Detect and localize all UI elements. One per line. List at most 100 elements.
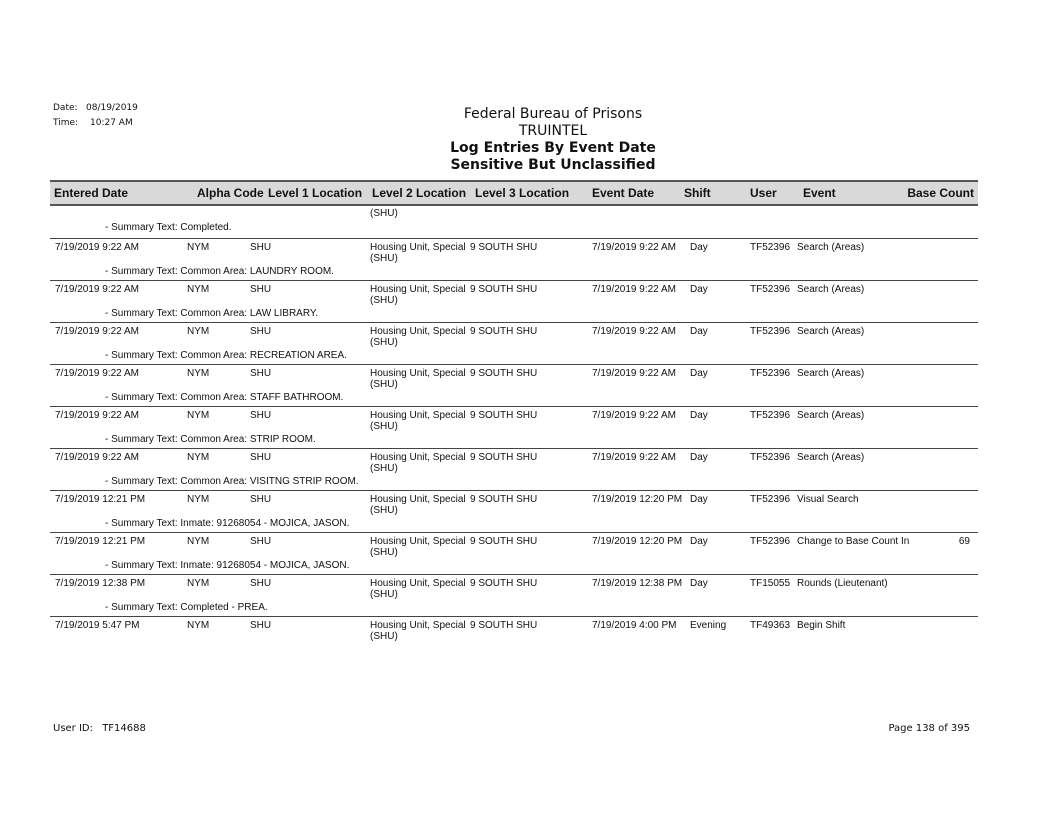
log-entry: 7/19/2019 9:22 AM NYM SHU Housing Unit, Spe… bbox=[50, 364, 978, 406]
log-entry: 7/19/2019 9:22 AM NYM SHU Housing Unit, Spe… bbox=[50, 406, 978, 448]
cell-entered: 7/19/2019 9:22 AM bbox=[55, 452, 139, 463]
cell-l1: SHU bbox=[250, 494, 272, 505]
cell-event: Change to Base Count In bbox=[797, 536, 910, 547]
cell-l2: Housing Unit, Special (SHU) bbox=[370, 536, 466, 558]
cell-event: Visual Search bbox=[797, 494, 859, 505]
report-title: Log Entries By Event Date bbox=[450, 140, 656, 156]
cell-event-date: 7/19/2019 12:38 PM bbox=[592, 578, 683, 589]
cell-l3: 9 SOUTH SHU bbox=[470, 326, 538, 337]
cell-event-date: 7/19/2019 9:22 AM bbox=[592, 326, 676, 337]
summary-text: - Summary Text: Common Area: LAUNDRY ROO… bbox=[105, 266, 334, 277]
col-event-date: Event Date bbox=[592, 186, 655, 200]
cell-event: Begin Shift bbox=[797, 620, 846, 631]
col-level2: Level 2 Location bbox=[372, 186, 467, 200]
cell-l3: 9 SOUTH SHU bbox=[470, 578, 538, 589]
col-level1: Level 1 Location bbox=[268, 186, 363, 200]
cell-l1: SHU bbox=[250, 284, 272, 295]
cell-l2: Housing Unit, Special (SHU) bbox=[370, 452, 466, 474]
cell-user: TF49363 bbox=[750, 620, 791, 631]
cell-event-date: 7/19/2019 12:20 PM bbox=[592, 536, 683, 547]
log-entry: 7/19/2019 9:22 AM NYM SHU Housing Unit, Spe… bbox=[50, 280, 978, 322]
cell-entered: 7/19/2019 9:22 AM bbox=[55, 410, 139, 421]
table-row: 7/19/2019 5:47 PM NYM SHU Housing Unit, Spe… bbox=[50, 616, 978, 644]
cell-l3: 9 SOUTH SHU bbox=[470, 452, 538, 463]
cell-entered: 7/19/2019 9:22 AM bbox=[55, 368, 139, 379]
table-header: Entered Date Alpha Code Level 1 Location… bbox=[50, 180, 978, 206]
cell-l2: Housing Unit, Special (SHU) bbox=[370, 242, 466, 264]
table-row: 7/19/2019 9:22 AM NYM SHU Housing Unit, Spe… bbox=[50, 280, 978, 308]
col-base-count: Base Count bbox=[907, 186, 974, 200]
report-titles: Federal Bureau of Prisons TRUINTEL Log E… bbox=[0, 106, 1056, 174]
cell-l2: Housing Unit, Special (SHU) bbox=[370, 284, 466, 306]
cell-l2: Housing Unit, Special (SHU) bbox=[370, 494, 466, 516]
log-entry: 7/19/2019 5:47 PM NYM SHU Housing Unit, Spe… bbox=[50, 616, 978, 658]
cell-user: TF52396 bbox=[750, 368, 791, 379]
log-entry: 7/19/2019 9:22 AM NYM SHU Housing Unit, Spe… bbox=[50, 322, 978, 364]
cell-entered: 7/19/2019 9:22 AM bbox=[55, 242, 139, 253]
cell-shift: Day bbox=[690, 284, 708, 295]
cell-l2: Housing Unit, Special (SHU) bbox=[370, 620, 466, 642]
system-title: TRUINTEL bbox=[518, 123, 588, 139]
cell-l1: SHU bbox=[250, 410, 272, 421]
cell-l1: SHU bbox=[250, 452, 272, 463]
table-row: 7/19/2019 9:22 AM NYM SHU Housing Unit, Spe… bbox=[50, 448, 978, 476]
table-row: 7/19/2019 9:22 AM NYM SHU Housing Unit, Spe… bbox=[50, 406, 978, 434]
cell-entered: 7/19/2019 9:22 AM bbox=[55, 284, 139, 295]
agency-title: Federal Bureau of Prisons bbox=[463, 106, 643, 122]
cell-l1: SHU bbox=[250, 620, 272, 631]
cell-l3: 9 SOUTH SHU bbox=[470, 284, 538, 295]
footer-user: User ID: TF14688 bbox=[53, 723, 146, 734]
cell-event: Search (Areas) bbox=[797, 326, 865, 337]
cell-base: 69 bbox=[958, 536, 970, 547]
cell-entered: 7/19/2019 5:47 PM bbox=[55, 620, 140, 631]
cell-l1: SHU bbox=[250, 536, 272, 547]
cell-user: TF52396 bbox=[750, 452, 791, 463]
cell-l3: 9 SOUTH SHU bbox=[470, 620, 538, 631]
log-entry: 7/19/2019 12:38 PM NYM SHU Housing Unit, Sp… bbox=[50, 574, 978, 616]
cell-event-date: 7/19/2019 4:00 PM bbox=[592, 620, 677, 631]
cell-user: TF52396 bbox=[750, 536, 791, 547]
cell-event: Search (Areas) bbox=[797, 284, 865, 295]
cell-l1: SHU bbox=[250, 368, 272, 379]
cell-event-date: 7/19/2019 9:22 AM bbox=[592, 368, 676, 379]
cell-shift: Day bbox=[690, 410, 708, 421]
cell-user: TF52396 bbox=[750, 284, 791, 295]
log-entry: 7/19/2019 9:22 AM NYM SHU Housing Unit, Spe… bbox=[50, 238, 978, 280]
summary-text: - Summary Text: Completed - PREA. bbox=[105, 602, 268, 613]
cell-user: TF15055 bbox=[750, 578, 791, 589]
carryover-level2: (SHU) bbox=[370, 208, 398, 219]
cell-l2: Housing Unit, Special (SHU) bbox=[370, 578, 466, 600]
col-user: User bbox=[750, 186, 777, 200]
cell-alpha: NYM bbox=[187, 536, 210, 547]
cell-event-date: 7/19/2019 9:22 AM bbox=[592, 410, 676, 421]
cell-shift: Day bbox=[690, 326, 708, 337]
summary-text: - Summary Text: Inmate: 91268054 - MOJIC… bbox=[105, 560, 350, 571]
cell-alpha: NYM bbox=[187, 242, 210, 253]
cell-l3: 9 SOUTH SHU bbox=[470, 242, 538, 253]
col-entered-date: Entered Date bbox=[54, 186, 129, 200]
col-event: Event bbox=[803, 186, 836, 200]
log-entry: 7/19/2019 12:21 PM NYM SHU Housing Unit, Sp… bbox=[50, 532, 978, 574]
carryover-summary: - Summary Text: Completed. bbox=[105, 222, 232, 233]
cell-user: TF52396 bbox=[750, 410, 791, 421]
cell-entered: 7/19/2019 12:38 PM bbox=[55, 578, 146, 589]
cell-entered: 7/19/2019 9:22 AM bbox=[55, 326, 139, 337]
cell-user: TF52396 bbox=[750, 494, 791, 505]
cell-alpha: NYM bbox=[187, 578, 210, 589]
report-time: Time: 10:27 AM bbox=[53, 118, 133, 128]
summary-text: - Summary Text: Common Area: VISITNG STR… bbox=[105, 476, 359, 487]
cell-shift: Evening bbox=[690, 620, 727, 631]
summary-text: - Summary Text: Common Area: STAFF BATHR… bbox=[105, 392, 344, 403]
cell-event: Rounds (Lieutenant) bbox=[797, 578, 888, 589]
cell-event: Search (Areas) bbox=[797, 410, 865, 421]
table-row: 7/19/2019 12:21 PM NYM SHU Housing Unit, Sp… bbox=[50, 532, 978, 560]
cell-alpha: NYM bbox=[187, 494, 210, 505]
log-entry: 7/19/2019 12:21 PM NYM SHU Housing Unit, Sp… bbox=[50, 490, 978, 532]
report-date: Date: 08/19/2019 bbox=[53, 103, 138, 113]
page-number: Page 138 of 395 bbox=[888, 723, 970, 734]
table-row: 7/19/2019 9:22 AM NYM SHU Housing Unit, Spe… bbox=[50, 322, 978, 350]
cell-alpha: NYM bbox=[187, 326, 210, 337]
col-level3: Level 3 Location bbox=[475, 186, 570, 200]
cell-user: TF52396 bbox=[750, 326, 791, 337]
